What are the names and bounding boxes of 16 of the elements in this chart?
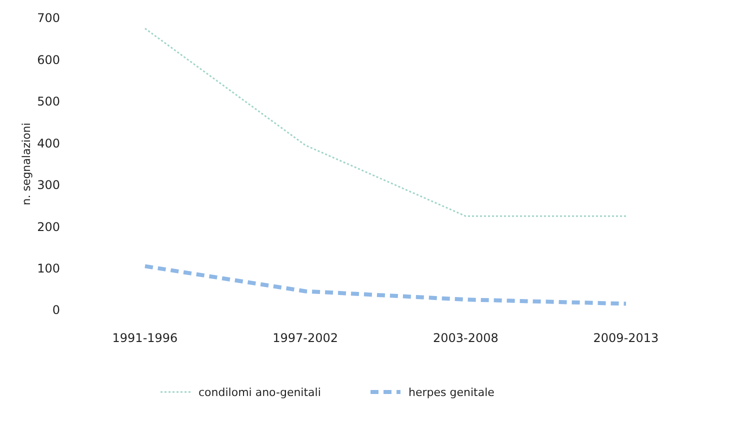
x-tick-label: 1997-2002: [272, 331, 338, 345]
x-tick-label: 1991-1996: [112, 331, 178, 345]
y-tick-label: 100: [37, 261, 60, 276]
y-tick-label: 200: [37, 220, 60, 234]
x-tick-label: 2003-2008: [432, 331, 498, 345]
y-tick-label: 400: [37, 136, 60, 150]
line-series: [143, 264, 628, 306]
y-tick-label: 0: [52, 303, 60, 318]
legend-label: herpes genitale: [408, 386, 495, 399]
legend-label: condilomi ano-genitali: [198, 386, 321, 399]
y-axis-title: n. segnalazioni: [20, 122, 33, 206]
x-tick-label: 2009-2013: [593, 331, 659, 345]
y-tick-label: 600: [37, 52, 60, 67]
y-tick-label: 700: [37, 11, 60, 26]
y-tick-label: 300: [37, 178, 60, 192]
y-tick-label: 500: [37, 94, 60, 109]
